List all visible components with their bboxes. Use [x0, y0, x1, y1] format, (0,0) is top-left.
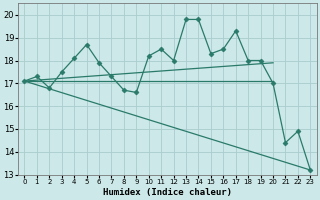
X-axis label: Humidex (Indice chaleur): Humidex (Indice chaleur) — [103, 188, 232, 197]
